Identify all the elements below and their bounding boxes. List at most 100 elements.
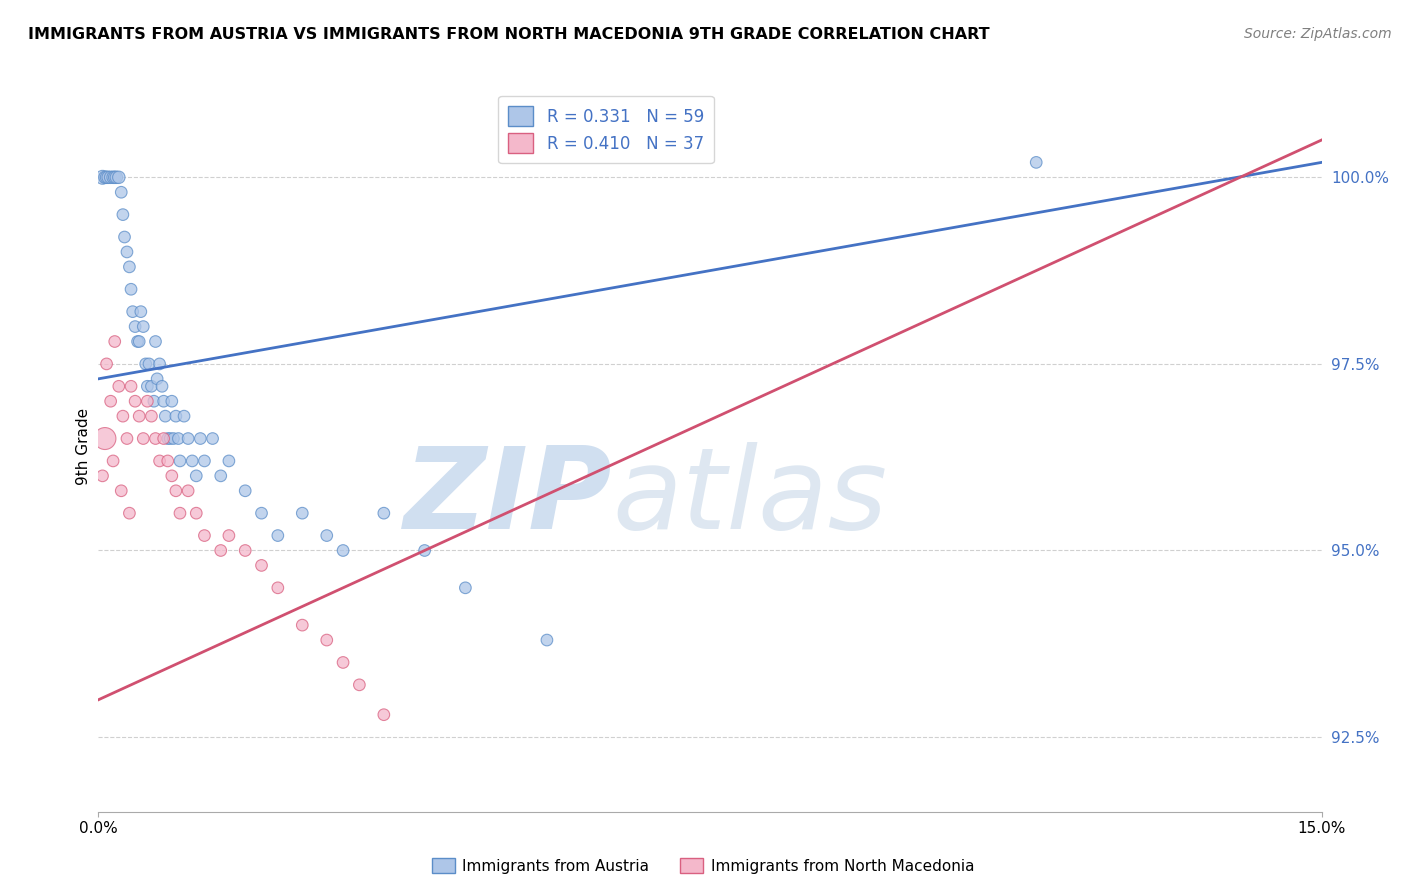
Text: Source: ZipAtlas.com: Source: ZipAtlas.com xyxy=(1244,27,1392,41)
Point xyxy=(145,432,167,446)
Point xyxy=(177,483,200,498)
Point xyxy=(291,618,314,632)
Point xyxy=(169,454,191,468)
Text: atlas: atlas xyxy=(612,442,887,553)
Point xyxy=(160,468,183,483)
Point xyxy=(413,543,436,558)
Point xyxy=(160,394,183,409)
Point xyxy=(94,170,117,185)
Point xyxy=(128,409,150,424)
Point xyxy=(169,506,191,520)
Point xyxy=(138,357,160,371)
Text: ZIP: ZIP xyxy=(404,442,612,553)
Point xyxy=(218,528,240,542)
Point xyxy=(193,454,215,468)
Point xyxy=(96,357,118,371)
Point xyxy=(349,678,371,692)
Point xyxy=(165,409,187,424)
Point xyxy=(111,208,134,222)
Point xyxy=(118,260,141,274)
Point xyxy=(209,543,232,558)
Point xyxy=(97,170,120,185)
Point xyxy=(159,432,181,446)
Text: IMMIGRANTS FROM AUSTRIA VS IMMIGRANTS FROM NORTH MACEDONIA 9TH GRADE CORRELATION: IMMIGRANTS FROM AUSTRIA VS IMMIGRANTS FR… xyxy=(28,27,990,42)
Point xyxy=(118,506,141,520)
Point xyxy=(373,506,395,520)
Point xyxy=(186,468,208,483)
Point xyxy=(94,432,117,446)
Point xyxy=(105,170,128,185)
Point xyxy=(186,506,208,520)
Point xyxy=(111,409,134,424)
Point xyxy=(152,432,174,446)
Point xyxy=(136,379,159,393)
Point xyxy=(124,394,146,409)
Point xyxy=(104,170,127,185)
Point xyxy=(1025,155,1047,169)
Point xyxy=(332,656,354,670)
Point xyxy=(120,379,142,393)
Point xyxy=(132,432,155,446)
Point xyxy=(177,432,200,446)
Point xyxy=(373,707,395,722)
Point xyxy=(155,409,177,424)
Point xyxy=(120,282,142,296)
Point xyxy=(291,506,314,520)
Point xyxy=(188,432,212,446)
Point xyxy=(129,304,152,318)
Point xyxy=(115,244,138,259)
Point xyxy=(173,409,195,424)
Point xyxy=(132,319,155,334)
Point xyxy=(181,454,204,468)
Point xyxy=(101,170,124,185)
Point xyxy=(141,409,163,424)
Point xyxy=(149,454,172,468)
Point xyxy=(115,432,138,446)
Point xyxy=(146,372,169,386)
Point xyxy=(267,528,290,542)
Point xyxy=(267,581,290,595)
Point xyxy=(250,506,273,520)
Point xyxy=(121,304,143,318)
Point xyxy=(156,432,179,446)
Point xyxy=(128,334,150,349)
Point xyxy=(114,230,136,244)
Point xyxy=(201,432,224,446)
Point xyxy=(315,528,337,542)
Point xyxy=(250,558,273,573)
Point xyxy=(104,334,127,349)
Point xyxy=(91,170,114,185)
Point xyxy=(136,394,159,409)
Point xyxy=(149,357,172,371)
Point xyxy=(233,543,256,558)
Point xyxy=(152,394,174,409)
Point xyxy=(162,432,184,446)
Point xyxy=(91,468,114,483)
Point xyxy=(100,394,122,409)
Point xyxy=(101,454,124,468)
Point xyxy=(141,379,163,393)
Point xyxy=(150,379,173,393)
Point xyxy=(108,170,131,185)
Point xyxy=(100,170,122,185)
Point xyxy=(156,454,179,468)
Point xyxy=(233,483,256,498)
Point xyxy=(127,334,149,349)
Legend: Immigrants from Austria, Immigrants from North Macedonia: Immigrants from Austria, Immigrants from… xyxy=(426,852,980,880)
Point xyxy=(110,186,132,200)
Point xyxy=(536,633,558,648)
Point xyxy=(108,379,131,393)
Point xyxy=(165,483,187,498)
Point xyxy=(135,357,157,371)
Point xyxy=(193,528,215,542)
Point xyxy=(209,468,232,483)
Point xyxy=(145,334,167,349)
Point xyxy=(142,394,165,409)
Point xyxy=(124,319,146,334)
Point xyxy=(167,432,190,446)
Point xyxy=(218,454,240,468)
Point xyxy=(454,581,477,595)
Legend: R = 0.331   N = 59, R = 0.410   N = 37: R = 0.331 N = 59, R = 0.410 N = 37 xyxy=(498,96,714,163)
Point xyxy=(110,483,132,498)
Y-axis label: 9th Grade: 9th Grade xyxy=(76,408,91,484)
